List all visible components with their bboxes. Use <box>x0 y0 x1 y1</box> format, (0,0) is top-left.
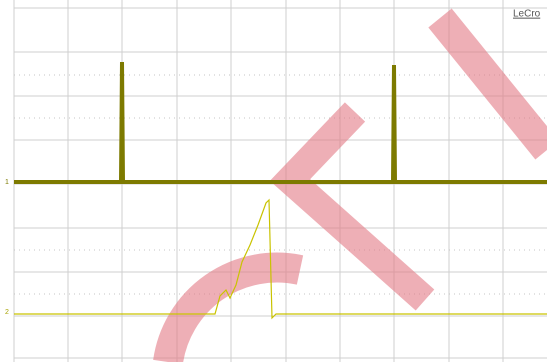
channel-1-marker: 1 <box>5 179 9 186</box>
channel-2-trace <box>14 198 547 320</box>
brand-label: LeCro <box>513 9 541 20</box>
watermark-arc <box>153 252 304 362</box>
channel-1-trace <box>14 61 547 184</box>
channel-2-marker: 2 <box>5 309 9 316</box>
watermark-stroke <box>428 8 547 160</box>
